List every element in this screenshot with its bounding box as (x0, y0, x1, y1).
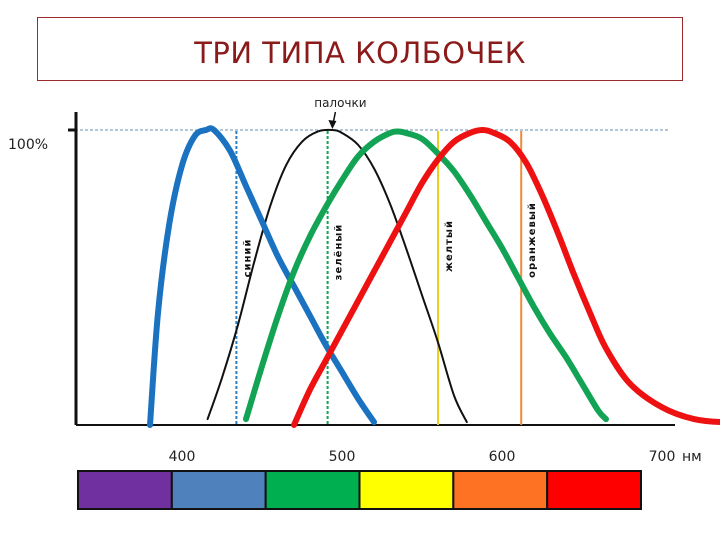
x-tick-label-600: 600 (489, 449, 516, 465)
spectrum-bar-border (77, 470, 642, 510)
marker-label-3: оранжевый (527, 202, 538, 278)
series-line-3 (291, 127, 720, 428)
spectrum-swatch-0 (77, 470, 173, 510)
marker-label-0: синий (242, 239, 253, 278)
y-tick-label-100: 100% (8, 137, 48, 153)
annotation-label: палочки (314, 96, 366, 110)
spectrum-swatch-2 (264, 470, 361, 510)
x-tick-label-400: 400 (169, 449, 196, 465)
title-box: ТРИ ТИПА КОЛБОЧЕК (37, 17, 683, 81)
spectrum-swatch-5 (546, 470, 643, 510)
spectrum-swatch-1 (170, 470, 267, 510)
x-tick-label-500: 500 (329, 449, 356, 465)
x-axis-unit: нм (682, 449, 702, 465)
spectrum-swatch-4 (452, 470, 549, 510)
series-line-1 (206, 128, 468, 424)
x-tick-label-700: 700 (649, 449, 676, 465)
marker-label-1: зелёный (333, 224, 345, 281)
marker-label-2: желтый (444, 220, 455, 272)
series-line-2 (243, 128, 609, 423)
annotation-arrowhead (328, 120, 337, 129)
spectrum-swatch-3 (358, 470, 455, 510)
page-title: ТРИ ТИПА КОЛБОЧЕК (194, 36, 526, 70)
